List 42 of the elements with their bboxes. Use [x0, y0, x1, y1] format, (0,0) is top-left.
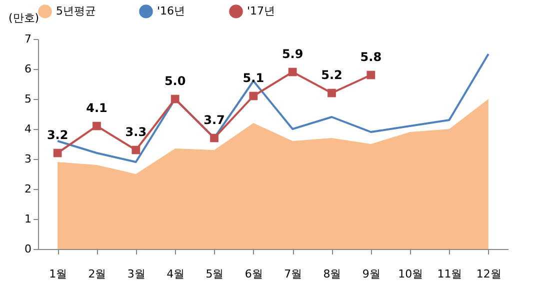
y-tick-label: 1: [24, 212, 32, 226]
y-tick-label: 5: [24, 92, 32, 106]
legend-label: '17년: [247, 4, 276, 18]
x-tick-label: 10월: [398, 268, 424, 280]
x-tick-label: 11월: [437, 268, 462, 280]
y-tick-label: 3: [24, 152, 32, 166]
data-label: 5.1: [242, 71, 264, 85]
legend-label: 5년평균: [56, 4, 96, 18]
y-tick-label: 6: [24, 62, 32, 76]
data-label: 3.7: [204, 113, 225, 127]
x-tick-label: 3월: [127, 268, 146, 280]
data-label: 5.0: [164, 74, 186, 88]
y-tick-label: 0: [24, 242, 32, 256]
point: [328, 88, 336, 98]
data-label: 3.2: [46, 128, 68, 142]
y-axis-title: (만호): [8, 12, 40, 24]
data-label: 5.8: [360, 50, 382, 64]
x-tick-label: 12월: [476, 268, 502, 280]
point: [92, 122, 101, 130]
y-tick-label: 2: [24, 182, 32, 196]
y-tick-label: 4: [24, 122, 32, 136]
point: [288, 68, 297, 76]
x-tick-label: 8월: [323, 268, 342, 280]
x-tick-label: 7월: [284, 268, 302, 280]
x-tick-label: 2월: [88, 268, 106, 280]
point: [170, 94, 180, 104]
point: [249, 92, 258, 100]
y-tick-label: 7: [24, 32, 32, 46]
legend-label: '16년: [157, 4, 186, 18]
data-label: 5.2: [321, 68, 342, 82]
point: [53, 148, 62, 158]
data-label: 4.1: [86, 101, 108, 115]
x-tick-label: 4월: [166, 268, 185, 280]
point: [366, 70, 376, 80]
point: [210, 134, 218, 142]
x-tick-label: 6월: [244, 268, 263, 280]
point: [132, 146, 140, 154]
data-label: 5.9: [282, 47, 304, 61]
x-tick-label: 5월: [206, 268, 224, 280]
x-tick-label: 1월: [49, 268, 68, 280]
data-label: 3.3: [125, 125, 147, 139]
x-tick-label: 9월: [362, 268, 380, 280]
